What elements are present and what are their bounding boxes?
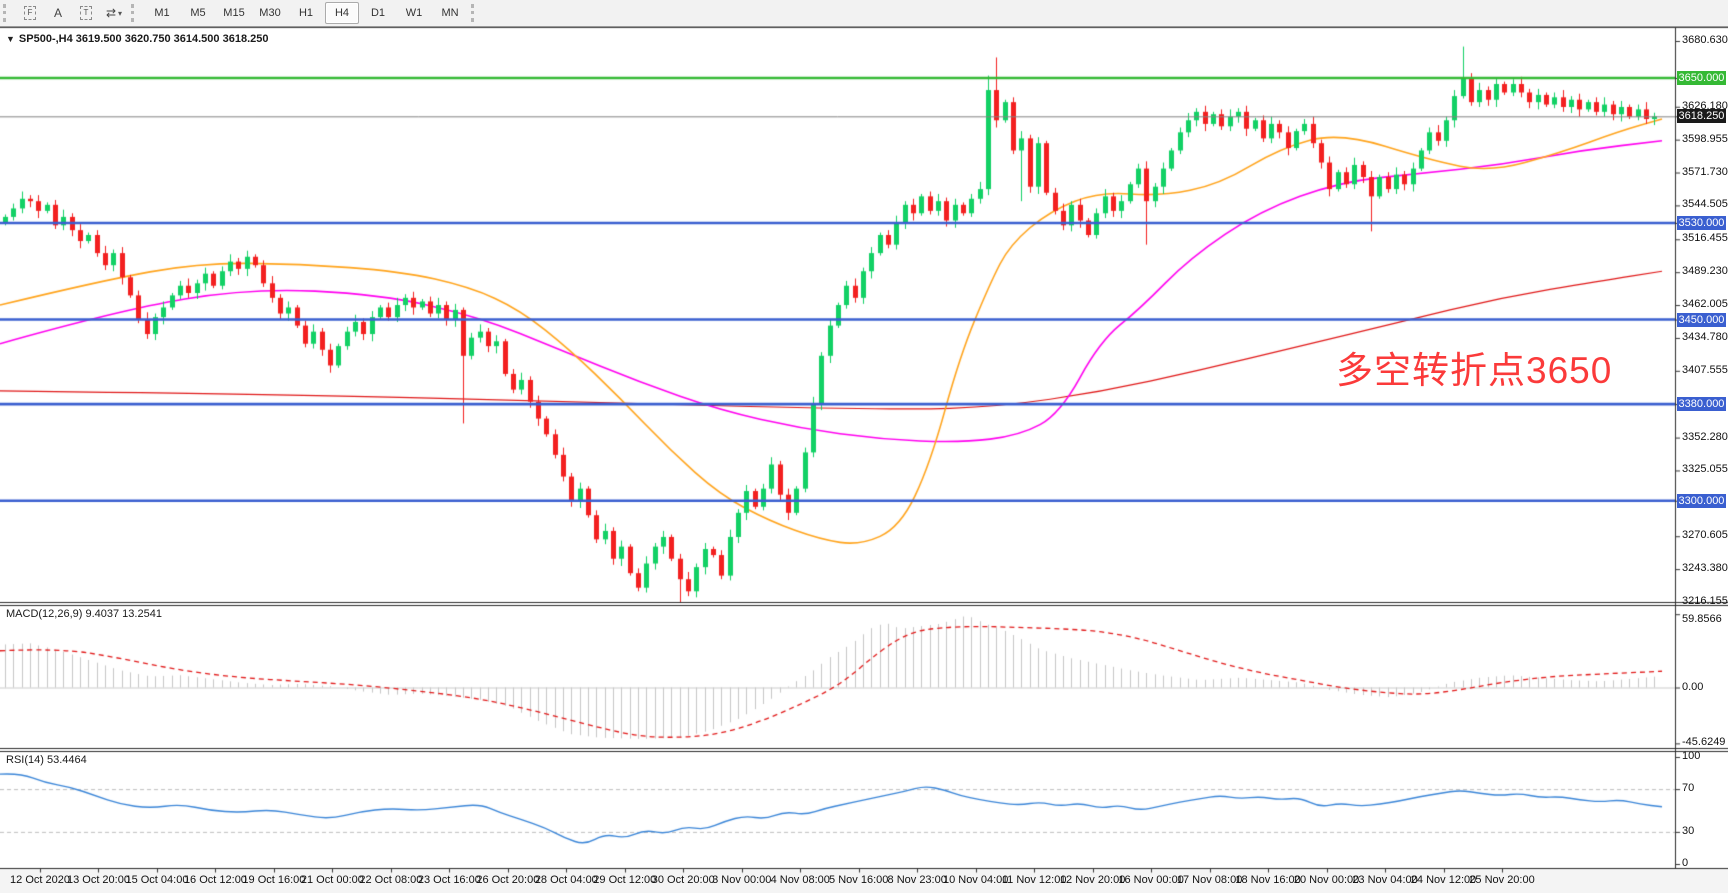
time-axis-label: 21 Oct 00:00 <box>300 874 364 886</box>
time-axis-label: 29 Oct 12:00 <box>593 874 657 886</box>
time-axis-label: 22 Oct 08:00 <box>359 874 423 886</box>
price-tag: 3618.250 <box>1677 109 1726 124</box>
timeframe-button-mn[interactable]: MN <box>441 7 459 19</box>
selection-box-f-icon[interactable]: F <box>17 3 43 23</box>
timeframe-button-m5[interactable]: M5 <box>190 7 206 19</box>
time-axis-label: 8 Nov 23:00 <box>887 874 947 886</box>
text-box-icon[interactable]: T <box>73 3 99 23</box>
timeframe-button-m15[interactable]: M15 <box>223 7 245 19</box>
rsi-axis-label: 30 <box>1682 824 1695 837</box>
rsi-axis-label: 100 <box>1682 750 1701 762</box>
timeframe-button-d1[interactable]: D1 <box>370 7 386 19</box>
collapse-arrow-icon[interactable]: ▼ <box>6 34 15 44</box>
time-axis-label: 11 Nov 12:00 <box>1001 874 1067 886</box>
time-axis-label: 4 Nov 08:00 <box>770 874 830 886</box>
macd-label: MACD(12,26,9) 9.4037 13.2541 <box>6 608 162 620</box>
price-tick-label: 3434.780 <box>1682 330 1728 343</box>
price-tick-label: 3243.380 <box>1682 562 1728 575</box>
macd-axis-label: -45.6249 <box>1682 736 1726 749</box>
price-tick-label: 3462.005 <box>1682 298 1728 311</box>
price-tag: 3650.000 <box>1677 70 1726 85</box>
price-tick-label: 3407.555 <box>1682 363 1728 376</box>
timeframe-button-h1[interactable]: H1 <box>298 7 314 19</box>
time-axis-label: 16 Nov 00:00 <box>1118 874 1184 886</box>
rsi-label: RSI(14) 53.4464 <box>6 754 87 766</box>
time-axis-label: 12 Oct 2020 <box>10 874 70 886</box>
time-axis-label: 5 Nov 16:00 <box>829 874 889 886</box>
price-tick-label: 3325.055 <box>1682 463 1728 476</box>
toolbar-drag-handle[interactable] <box>131 4 141 22</box>
time-axis-label: 15 Oct 04:00 <box>125 874 189 886</box>
price-tick-label: 3352.280 <box>1682 430 1728 443</box>
chevron-down-icon: ▾ <box>118 8 123 18</box>
time-axis-label: 23 Nov 04:00 <box>1352 874 1418 886</box>
price-tag: 3300.000 <box>1677 493 1726 508</box>
time-axis-label: 3 Nov 00:00 <box>712 874 772 886</box>
time-axis-label: 26 Oct 20:00 <box>476 874 540 886</box>
time-axis-label: 25 Nov 20:00 <box>1469 874 1535 886</box>
arrows-dropdown-icon[interactable]: ⇄ ▾ <box>105 6 123 20</box>
price-tick-label: 3680.630 <box>1682 34 1728 46</box>
price-tick-label: 3489.230 <box>1682 265 1728 278</box>
time-axis-label: 23 Oct 16:00 <box>417 874 481 886</box>
timeframe-button-w1[interactable]: W1 <box>405 7 423 19</box>
price-tag: 3530.000 <box>1677 215 1726 230</box>
timeframe-group: M1 M5 M15 M30 H1 H4 D1 W1 MN <box>144 2 468 24</box>
price-tick-label: 3216.155 <box>1682 594 1728 607</box>
price-tick-label: 3270.605 <box>1682 529 1728 542</box>
price-tag: 3450.000 <box>1677 312 1726 327</box>
price-tick-label: 3516.455 <box>1682 232 1728 245</box>
chart-title: ▼ SP500-,H4 3619.500 3620.750 3614.500 36… <box>6 33 268 45</box>
time-axis-label: 28 Oct 04:00 <box>534 874 598 886</box>
time-axis-label: 18 Nov 16:00 <box>1235 874 1301 886</box>
time-axis-label: 12 Nov 20:00 <box>1059 874 1126 886</box>
rsi-axis-label: 70 <box>1682 782 1695 795</box>
price-tick-label: 3598.955 <box>1682 132 1728 145</box>
price-tick-label: 3571.730 <box>1682 165 1728 178</box>
price-tick-label: 3544.505 <box>1682 198 1728 211</box>
toolbar-drag-handle[interactable] <box>471 4 481 22</box>
time-axis-label: 13 Oct 20:00 <box>66 874 130 886</box>
timeframe-button-m1[interactable]: M1 <box>154 7 170 19</box>
rsi-axis-label: 0 <box>1682 857 1689 869</box>
text-label-icon[interactable]: A <box>53 6 62 20</box>
timeframe-button-h4[interactable]: H4 <box>325 2 359 24</box>
macd-axis-label: 0.00 <box>1682 680 1704 693</box>
toolbar-drag-handle[interactable] <box>3 4 13 22</box>
time-axis-label: 19 Oct 16:00 <box>242 874 306 886</box>
time-axis-label: 24 Nov 12:00 <box>1410 874 1477 886</box>
time-axis-label: 17 Nov 08:00 <box>1176 874 1243 886</box>
symbol-ohlc-text: SP500-,H4 3619.500 3620.750 3614.500 361… <box>18 33 269 45</box>
annotation-text: 多空转折点3650 <box>1336 350 1613 391</box>
toolbar: F A T ⇄ ▾ M1 M5 M15 M30 H1 H4 D1 W1 MN <box>0 0 1728 27</box>
time-axis-label: 16 Oct 12:00 <box>183 874 247 886</box>
timeframe-button-m30[interactable]: M30 <box>259 7 281 19</box>
macd-axis-label: 59.8566 <box>1682 613 1722 626</box>
time-axis-label: 10 Nov 04:00 <box>942 874 1009 886</box>
time-axis-label: 30 Oct 20:00 <box>651 874 715 886</box>
price-tag: 3380.000 <box>1677 397 1726 412</box>
price-tick-label: 3626.180 <box>1682 99 1728 112</box>
time-axis-label: 20 Nov 00:00 <box>1293 874 1360 886</box>
